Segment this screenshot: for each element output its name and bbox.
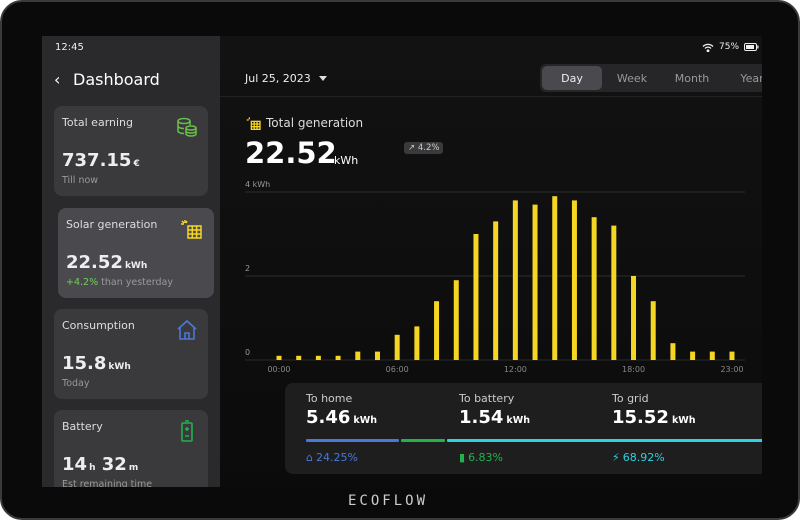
date-picker[interactable]: Jul 25, 2023 — [245, 72, 327, 85]
bar-14:00 — [552, 196, 558, 360]
bar-11:00 — [493, 221, 499, 360]
card-consumption[interactable]: Consumption 15.8 kWh Today — [54, 309, 208, 399]
tab-year[interactable]: Year — [740, 71, 762, 85]
card-value: 22.52 kWh — [66, 252, 148, 273]
card-label: Solar generation — [66, 218, 158, 231]
battery-status-icon — [744, 43, 759, 51]
sidebar: 12:45 ‹ Dashboard Total earning 737.15 € … — [42, 36, 226, 487]
card-label: Consumption — [62, 319, 135, 332]
bar-09:00 — [453, 280, 459, 360]
y-tick-label: 2 — [245, 264, 250, 273]
dist-value: 15.52 kWh — [612, 407, 696, 428]
bar-16:00 — [591, 217, 597, 360]
card-sub: +4.2% than yesterday — [66, 277, 173, 288]
dist-label: To home — [306, 392, 353, 405]
date-label: Jul 25, 2023 — [245, 72, 311, 85]
dist-percent: ⌂ 24.25% — [306, 451, 358, 464]
dist-bar — [447, 439, 762, 442]
back-button[interactable]: ‹ — [54, 70, 61, 89]
bar-06:00 — [394, 334, 400, 360]
tab-month[interactable]: Month — [674, 71, 710, 85]
battery-icon — [181, 420, 193, 442]
card-sub: Till now — [62, 175, 99, 186]
dist-value: 5.46 kWh — [306, 407, 377, 428]
bar-21:00 — [690, 351, 696, 360]
bar-23:00 — [729, 351, 735, 360]
bar-18:00 — [631, 276, 637, 360]
x-tick-label: 18:00 — [622, 365, 645, 374]
dist-bar — [306, 439, 399, 442]
bar-19:00 — [650, 301, 656, 360]
screen: 12:45 ‹ Dashboard Total earning 737.15 € … — [42, 36, 762, 487]
generation-value: 22.52 — [245, 136, 337, 170]
y-tick-label: 4 kWh — [245, 180, 270, 189]
dist-percent: ⚡ 68.92% — [612, 451, 665, 464]
tab-day[interactable]: Day — [542, 66, 602, 90]
dist-value: 1.54 kWh — [459, 407, 530, 428]
bar-13:00 — [532, 204, 538, 360]
solar-panel-icon — [181, 220, 202, 239]
y-tick-label: 0 — [245, 348, 250, 357]
coins-icon — [177, 117, 197, 137]
caret-down-icon — [318, 76, 327, 81]
bar-01:00 — [296, 355, 302, 360]
bar-02:00 — [315, 355, 321, 360]
card-label: Total earning — [62, 116, 134, 129]
card-sub: Today — [62, 378, 90, 389]
generation-title: Total generation — [266, 116, 364, 130]
divider — [220, 96, 762, 97]
battery-percent: 75% — [719, 42, 740, 52]
x-tick-label: 00:00 — [267, 365, 290, 374]
card-solar-generation[interactable]: Solar generation 22.52 kWh +4.2% than yes… — [58, 208, 214, 298]
bar-17:00 — [611, 225, 617, 360]
dist-label: To grid — [612, 392, 649, 405]
main-panel: 75% Jul 25, 2023 Day Week Month Year Tot… — [220, 36, 762, 487]
home-icon — [177, 319, 197, 340]
card-value: 15.8 kWh — [62, 353, 131, 374]
card-battery[interactable]: Battery 14 h 32 m Est remaining time — [54, 410, 208, 487]
card-sub: Est remaining time — [62, 479, 153, 487]
bar-10:00 — [473, 234, 479, 360]
ecoflow-logo: ECOFLOW — [348, 493, 429, 509]
status-icons: 75% — [702, 42, 759, 52]
card-total-earning[interactable]: Total earning 737.15 € Till now — [54, 106, 208, 196]
solar-panel-icon — [246, 117, 261, 130]
bar-08:00 — [434, 301, 440, 360]
card-value: 737.15 € — [62, 150, 140, 171]
tab-week[interactable]: Week — [616, 71, 648, 85]
wifi-icon — [702, 43, 714, 52]
status-time: 12:45 — [55, 42, 84, 53]
battery-icon: ▮ — [459, 451, 466, 464]
generation-bar-chart: 4 kWh 2 0 00:00 06:00 12:00 18:00 23:00 — [245, 180, 745, 374]
distribution-panel: To home 5.46 kWh ⌂ 24.25% To battery 1.54 kW… — [285, 383, 762, 474]
bar-05:00 — [374, 351, 380, 360]
change-badge: ↗ 4.2% — [404, 142, 444, 154]
dist-bar — [401, 439, 445, 442]
power-tower-icon: ⚡ — [612, 451, 620, 464]
x-tick-label: 06:00 — [386, 365, 409, 374]
card-label: Battery — [62, 420, 103, 433]
x-tick-label: 23:00 — [720, 365, 743, 374]
bar-03:00 — [335, 355, 341, 360]
card-value: 14 h 32 m — [62, 454, 139, 475]
home-icon: ⌂ — [306, 451, 313, 464]
dist-label: To battery — [459, 392, 515, 405]
x-tick-label: 12:00 — [504, 365, 527, 374]
bar-00:00 — [276, 355, 282, 360]
bar-04:00 — [355, 351, 361, 360]
generation-unit: kWh — [334, 154, 359, 167]
bar-07:00 — [414, 326, 420, 360]
page-title: Dashboard — [73, 70, 160, 89]
dist-percent: ▮ 6.83% — [459, 451, 504, 464]
bar-15:00 — [571, 200, 577, 360]
period-tabs: Day Week Month Year — [540, 64, 762, 92]
bar-22:00 — [709, 351, 715, 360]
bar-20:00 — [670, 343, 676, 360]
bar-12:00 — [512, 200, 518, 360]
